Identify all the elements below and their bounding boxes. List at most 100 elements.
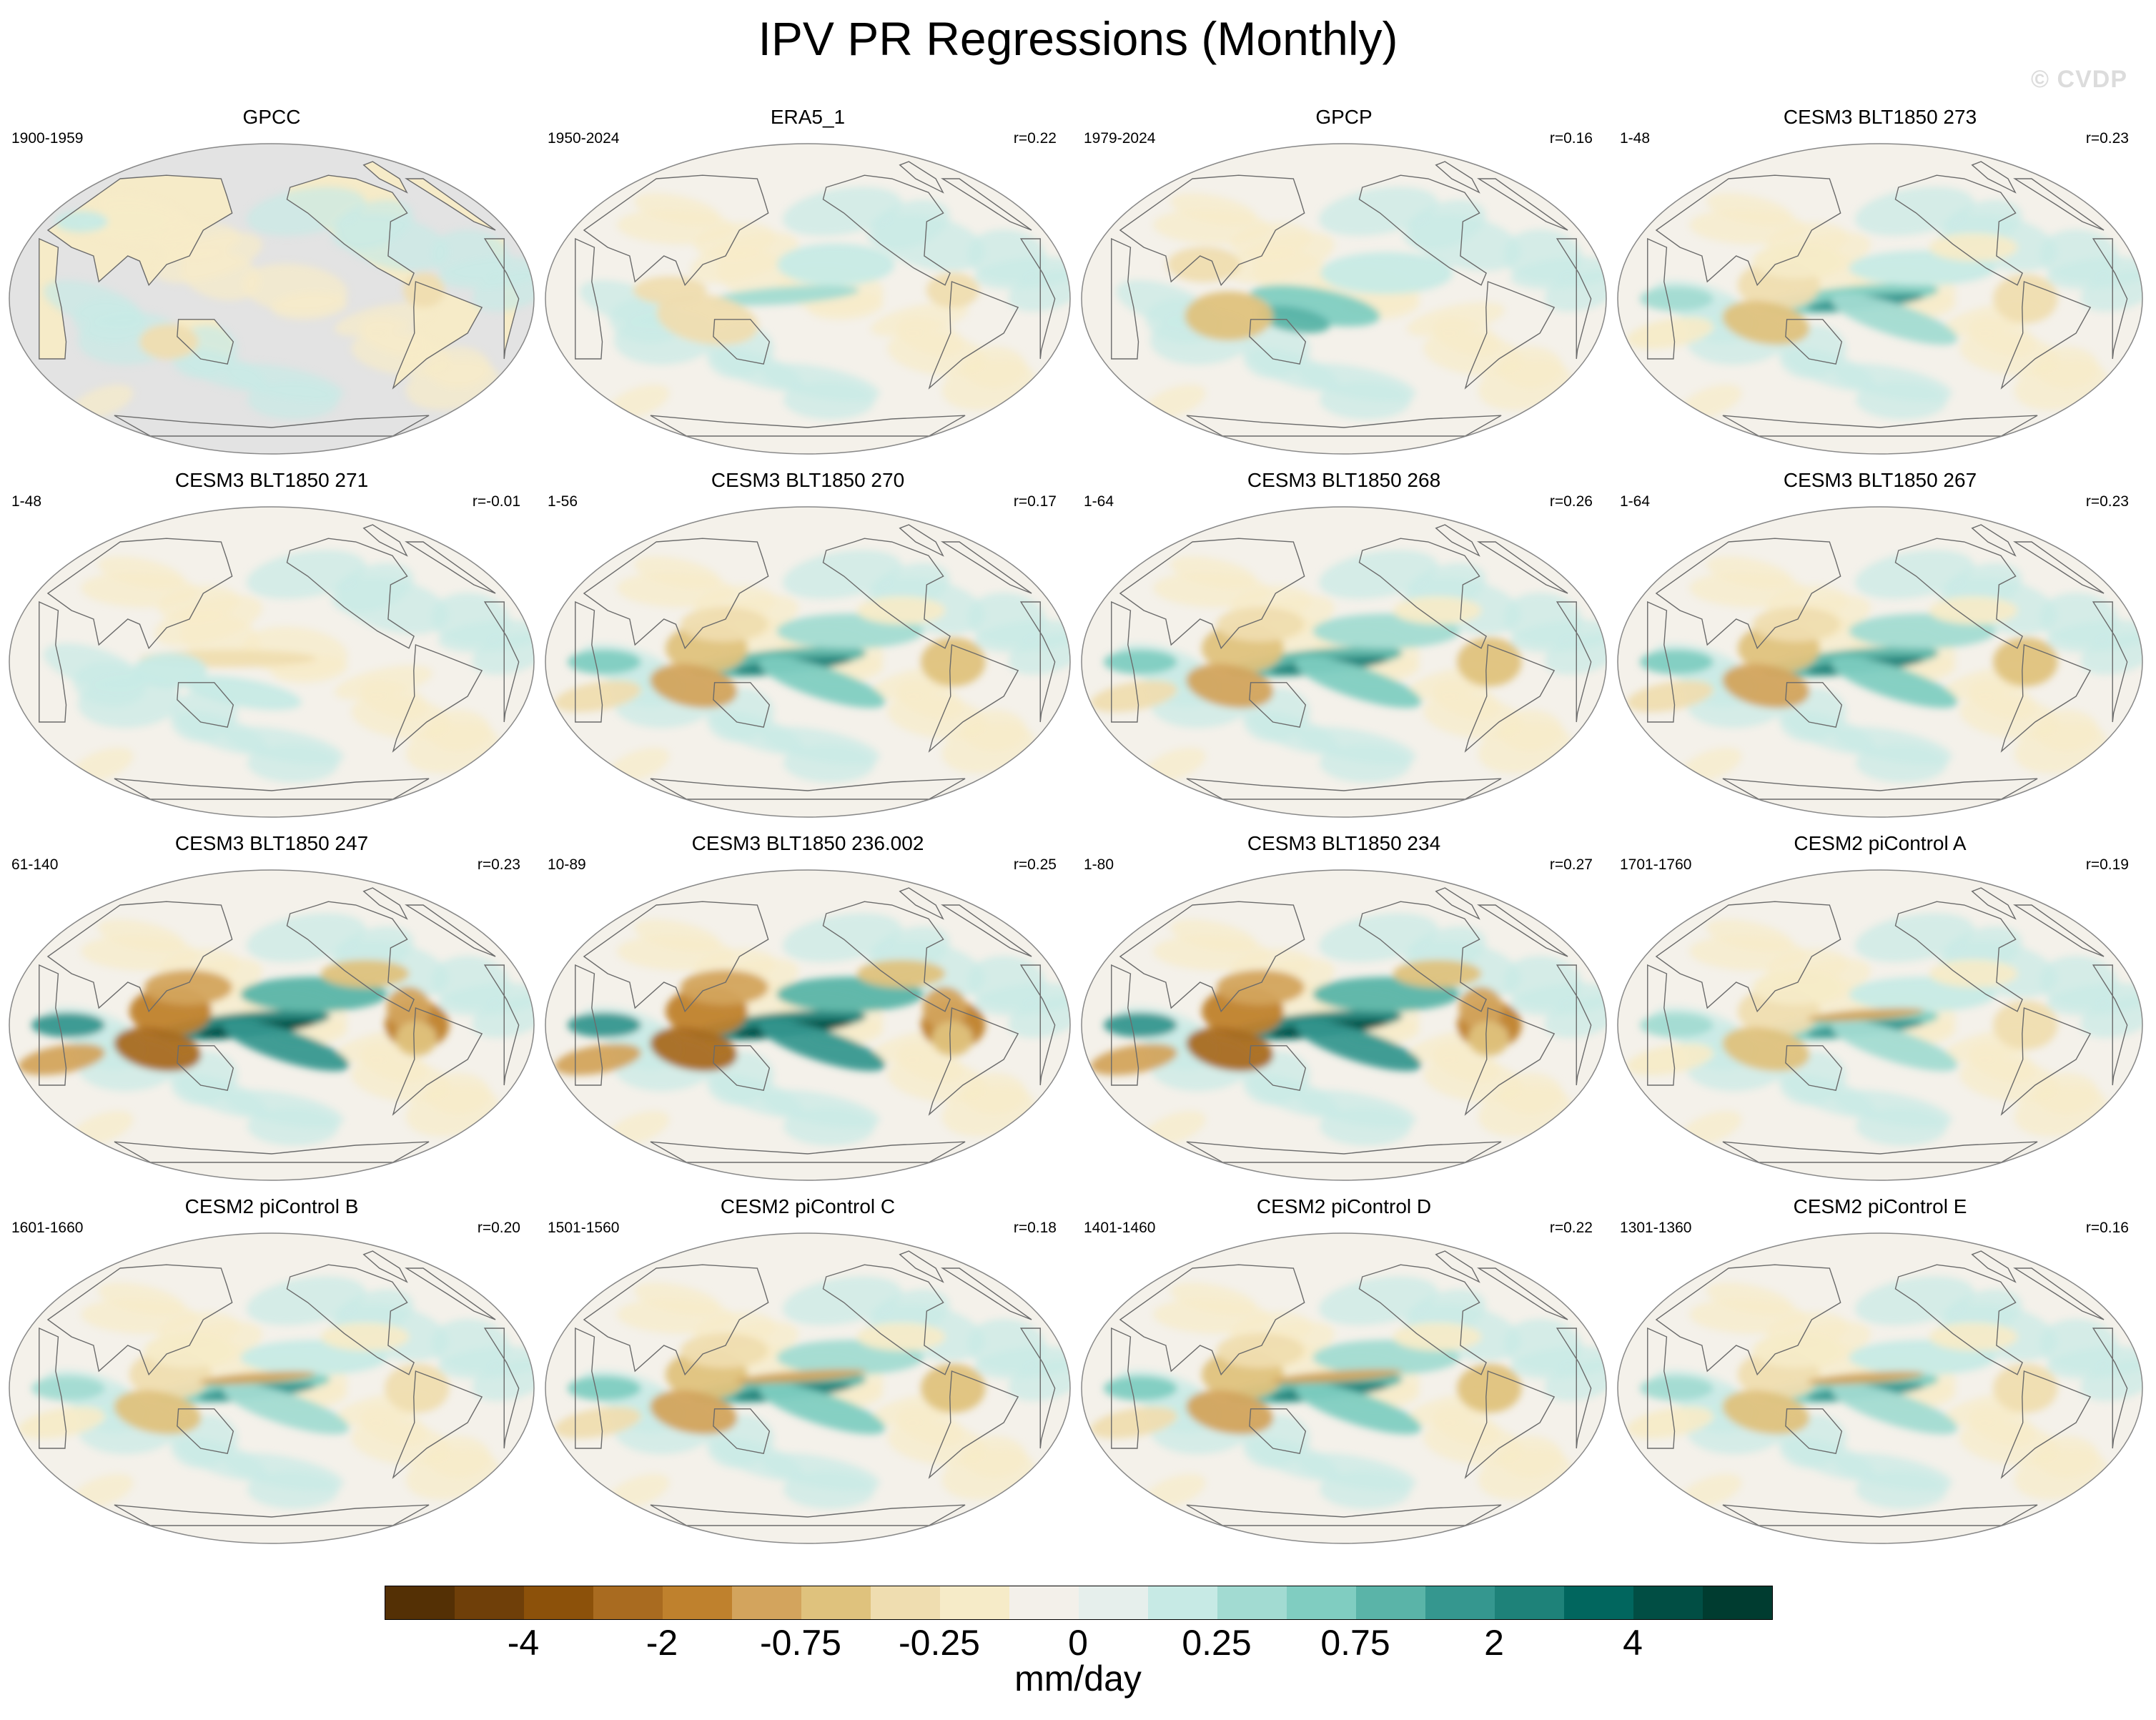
panel-title: CESM3 BLT1850 273: [1783, 106, 1977, 128]
coastline: [2013, 541, 2105, 594]
coastline: [1785, 1045, 1843, 1092]
coastline: [2092, 601, 2128, 723]
colorbar-swatch: [1009, 1586, 1079, 1619]
coastline: [1556, 601, 1592, 723]
map-panel: GPCP 1979-2024 r=0.16: [1079, 106, 1608, 456]
regression-anomaly: [1297, 1089, 1416, 1129]
regression-anomaly: [1403, 199, 1486, 250]
panel-title: CESM3 BLT1850 234: [1247, 832, 1441, 854]
colorbar-tick-label: -4: [507, 1623, 540, 1663]
panel-correlation: r=-0.01: [472, 493, 520, 510]
colorbar-swatch: [1633, 1586, 1703, 1619]
regression-anomaly: [1806, 1008, 1924, 1022]
panel-period: 1-48: [11, 493, 42, 510]
map-border: [545, 506, 1071, 818]
regression-anomaly: [656, 293, 758, 345]
regression-anomaly: [31, 1375, 105, 1401]
regression-anomaly: [385, 1363, 450, 1413]
panel-period: 1950-2024: [548, 130, 620, 147]
coastline: [822, 1264, 951, 1375]
regression-anomaly: [1250, 285, 1380, 327]
coastline: [114, 778, 430, 800]
regression-anomaly: [966, 1319, 1047, 1372]
map-4: [1617, 143, 2143, 455]
regression-anomaly: [1806, 1371, 1924, 1385]
colorbar-swatch: [1564, 1586, 1633, 1619]
panel-period: 1601-1660: [11, 1220, 84, 1236]
regression-anomaly: [2034, 1072, 2100, 1115]
panel-title: GPCP: [1315, 106, 1373, 128]
coastline: [1111, 600, 1139, 723]
coastline: [1722, 778, 2038, 800]
regression-anomaly: [1752, 1333, 1841, 1368]
coastline: [392, 1370, 483, 1479]
coastline: [1655, 174, 1841, 287]
regression-anomaly: [1103, 1012, 1177, 1038]
regression-anomaly: [1393, 1323, 1482, 1351]
regression-anomaly: [1706, 556, 1794, 590]
panel-title: CESM2 piControl E: [1793, 1195, 1967, 1217]
regression-anomaly: [386, 987, 431, 1029]
panel-title: GPCC: [242, 106, 301, 128]
colorbar-swatch: [801, 1586, 871, 1619]
coastline: [575, 237, 603, 360]
regression-anomaly: [1257, 305, 1330, 333]
land-field: [485, 239, 519, 359]
regression-anomaly: [222, 1383, 350, 1435]
colorbar-units: mm/day: [1014, 1659, 1142, 1699]
regression-anomaly: [1090, 680, 1178, 713]
coastline: [1435, 524, 1480, 557]
coastline: [1556, 964, 1592, 1086]
regression-anomaly: [567, 1375, 641, 1401]
regression-anomaly: [961, 709, 1027, 752]
colorbar-swatch: [663, 1586, 732, 1619]
coastline: [286, 174, 415, 286]
coastline: [1358, 1264, 1487, 1375]
regression-anomaly: [758, 1020, 886, 1072]
regression-anomaly: [758, 657, 886, 708]
map-9: [9, 869, 535, 1181]
coastline: [1971, 161, 2017, 194]
coastline: [822, 174, 951, 286]
coastline: [1722, 1141, 2038, 1163]
panel-title: CESM3 BLT1850 247: [174, 832, 369, 854]
coastline: [583, 538, 769, 650]
regression-anomaly: [54, 211, 108, 232]
regression-anomaly: [395, 1021, 437, 1057]
regression-anomaly: [1722, 1027, 1810, 1072]
coastline: [941, 1267, 1032, 1320]
regression-anomaly: [2039, 593, 2119, 646]
panel-title: CESM2 piControl C: [720, 1195, 896, 1217]
regression-anomaly: [2039, 956, 2119, 1009]
regression-anomaly: [1457, 637, 1522, 687]
regression-anomaly: [922, 987, 967, 1029]
coastline: [39, 964, 67, 1086]
map-border: [545, 1232, 1071, 1544]
regression-anomaly: [1297, 1453, 1416, 1492]
coastline: [1785, 319, 1843, 365]
regression-anomaly: [634, 1282, 721, 1316]
coastline: [177, 1408, 234, 1455]
colorbar-swatch: [1287, 1586, 1356, 1619]
panel-title: CESM2 piControl D: [1256, 1195, 1432, 1217]
regression-anomaly: [425, 1072, 491, 1115]
regression-anomaly: [921, 1363, 986, 1413]
colorbar-swatch: [1356, 1586, 1425, 1619]
panel-correlation: r=0.23: [477, 856, 520, 873]
regression-anomaly: [634, 193, 721, 227]
panel-title: CESM2 piControl B: [184, 1195, 359, 1217]
panel-correlation: r=0.22: [1013, 130, 1057, 147]
panel-period: 1701-1760: [1620, 856, 1692, 873]
regression-anomaly: [761, 1089, 880, 1129]
regression-anomaly: [224, 363, 344, 402]
coastline: [1111, 1327, 1139, 1449]
coastline: [2092, 964, 2128, 1086]
panel-title: CESM2 piControl A: [1794, 832, 1967, 854]
panel-correlation: r=0.23: [2085, 493, 2129, 510]
map-border: [1081, 506, 1607, 818]
regression-anomaly: [1393, 596, 1482, 625]
colorbar-swatch: [455, 1586, 524, 1619]
coastline: [1119, 174, 1305, 287]
panel-correlation: r=0.25: [1013, 856, 1057, 873]
colorbar-swatch: [732, 1586, 801, 1619]
